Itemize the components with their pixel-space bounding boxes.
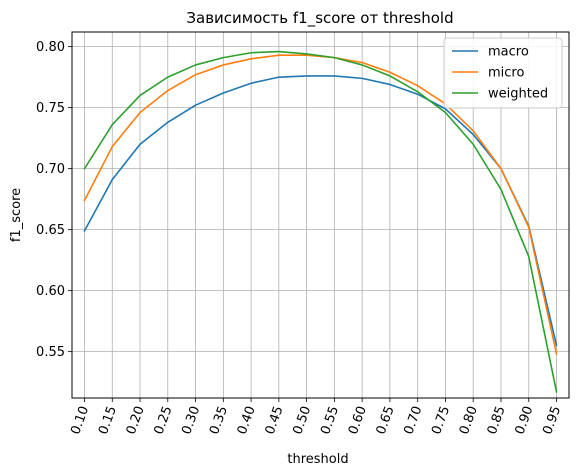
y-tick-label: 0.65 bbox=[36, 223, 65, 238]
x-tick-label: 0.30 bbox=[179, 404, 203, 436]
series-lines bbox=[83, 50, 558, 393]
y-tick-label: 0.75 bbox=[36, 101, 65, 116]
plot-area-frame bbox=[71, 31, 570, 399]
x-tick-label: 0.70 bbox=[401, 404, 425, 436]
y-tick-label: 0.70 bbox=[36, 162, 65, 177]
y-tick-label: 0.80 bbox=[36, 40, 65, 55]
series-line-macro bbox=[83, 75, 558, 347]
x-tick-label: 0.90 bbox=[513, 404, 537, 436]
x-tick-label: 0.45 bbox=[263, 404, 287, 436]
x-tick-label: 0.75 bbox=[429, 404, 453, 436]
x-tick-label: 0.65 bbox=[374, 404, 398, 436]
x-tick-label: 0.15 bbox=[96, 404, 120, 436]
x-tick-label: 0.95 bbox=[540, 404, 564, 436]
x-tick-label: 0.35 bbox=[207, 404, 231, 436]
x-tick-label: 0.85 bbox=[485, 404, 509, 436]
x-tick-label: 0.80 bbox=[457, 404, 481, 436]
x-axis-label: threshold bbox=[287, 452, 348, 467]
x-tick-label: 0.60 bbox=[346, 404, 370, 436]
legend-label-weighted: weighted bbox=[488, 87, 548, 102]
legend: macro micro weighted bbox=[443, 37, 563, 109]
y-axis: 0.55 0.60 0.65 0.70 0.75 0.80 bbox=[36, 40, 72, 360]
series-line-weighted bbox=[83, 50, 558, 393]
y-tick-label: 0.60 bbox=[36, 284, 65, 299]
legend-box bbox=[443, 37, 563, 109]
chart-title: Зависимость f1_score от threshold bbox=[186, 9, 453, 28]
x-axis: 0.10 0.15 0.20 0.25 0.30 0.35 0.40 0.45 0.50 0.55… bbox=[68, 398, 564, 437]
y-tick-label: 0.55 bbox=[36, 345, 65, 360]
y-axis-label: f1_score bbox=[9, 188, 24, 242]
x-tick-label: 0.20 bbox=[124, 404, 148, 436]
x-tick-label: 0.50 bbox=[290, 404, 314, 436]
x-tick-label: 0.10 bbox=[68, 404, 92, 436]
legend-label-micro: micro bbox=[488, 66, 524, 81]
x-tick-label: 0.25 bbox=[152, 404, 176, 436]
x-tick-label: 0.40 bbox=[235, 404, 259, 436]
legend-label-macro: macro bbox=[488, 45, 529, 60]
x-tick-label: 0.55 bbox=[318, 404, 342, 436]
